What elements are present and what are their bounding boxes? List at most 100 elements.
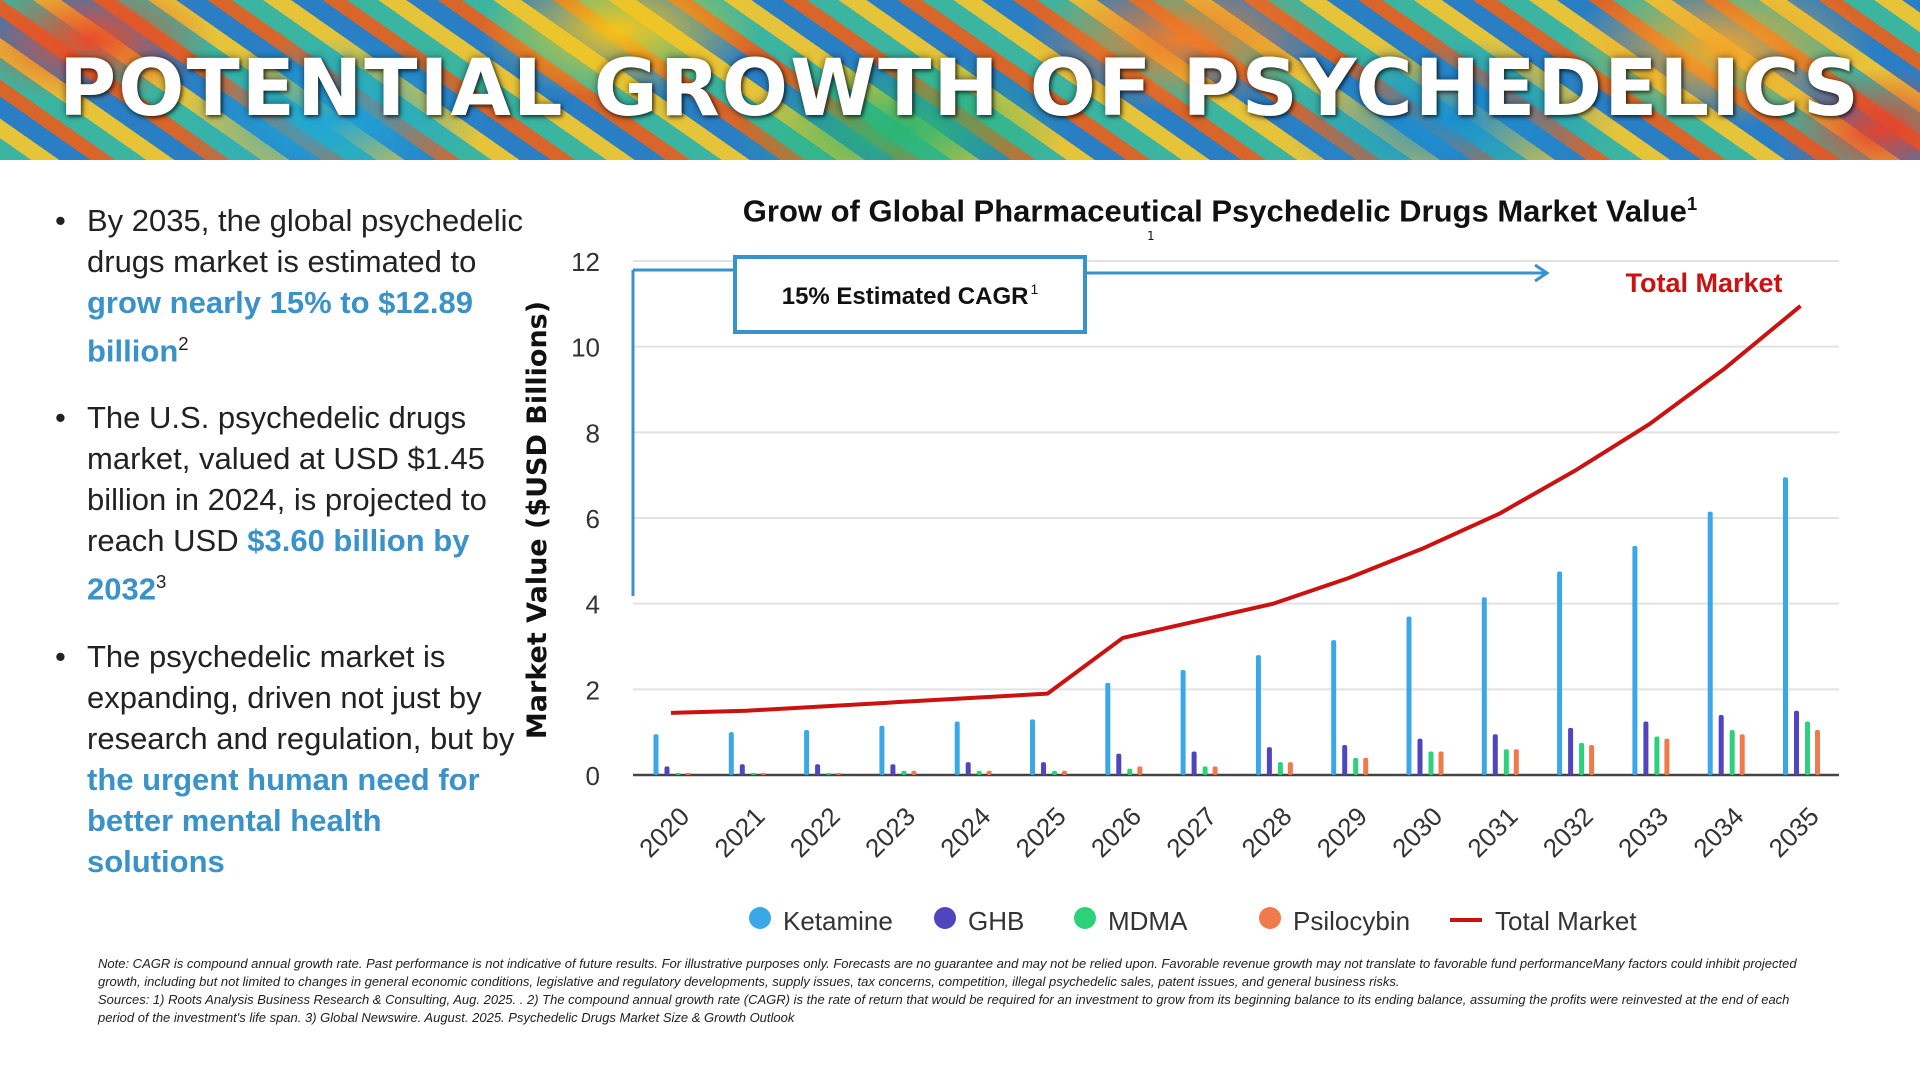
bar-psilocybin [760, 772, 766, 775]
bar-mdma [1654, 736, 1660, 775]
bar-psilocybin [1513, 749, 1519, 775]
bar-mdma [901, 770, 907, 775]
bar-ketamine [1707, 511, 1713, 775]
x-tick-label: 2029 [1311, 801, 1373, 863]
header-banner: POTENTIAL GROWTH OF PSYCHEDELICS [0, 0, 1920, 160]
cagr-label-text: 15% Estimated CAGR [782, 283, 1029, 310]
bar-ghb [1417, 738, 1423, 775]
bar-ghb [739, 764, 745, 775]
y-axis-label: Market Value ($USD Billions) [522, 301, 553, 739]
chart-title-text: Grow of Global Pharmaceutical Psychedeli… [742, 193, 1687, 229]
bar-ghb [1794, 710, 1799, 775]
bar-mdma [826, 772, 832, 775]
bar-ghb [1568, 727, 1574, 775]
bar-mdma [1428, 751, 1434, 775]
bar-psilocybin [911, 770, 917, 775]
bar-ghb [1718, 715, 1724, 775]
bar-mdma [675, 772, 681, 775]
bar-ketamine [1105, 682, 1111, 775]
bar-ketamine [1783, 477, 1788, 775]
footnote-ref: 1 [1686, 193, 1698, 214]
x-tick-label: 2028 [1236, 801, 1298, 863]
x-tick-label: 2023 [859, 801, 921, 863]
x-tick-label: 2025 [1010, 801, 1072, 863]
bar-ketamine [1255, 655, 1261, 775]
line-total-market [670, 304, 1802, 715]
legend-marker-psilocybin [1259, 907, 1281, 929]
legend-label: Total Market [1495, 906, 1637, 936]
y-tick-label: 2 [586, 675, 600, 705]
bar-ketamine [1180, 670, 1186, 775]
bar-ghb [815, 764, 821, 775]
bullet-text: The psychedelic market is expanding, dri… [87, 638, 515, 756]
x-tick-label: 2022 [784, 801, 846, 863]
bar-psilocybin [986, 770, 992, 775]
x-tick-label: 2035 [1763, 801, 1825, 863]
legend-label: GHB [968, 906, 1024, 936]
bar-psilocybin [1739, 734, 1745, 775]
x-tick-label: 2032 [1537, 801, 1599, 863]
footnote-note: Note: CAGR is compound annual growth rat… [98, 956, 1797, 989]
bar-ketamine [804, 730, 810, 775]
bullet-text: By 2035, the global psychedelic drugs ma… [87, 203, 524, 279]
bar-ketamine [1331, 640, 1337, 775]
bar-ketamine [879, 725, 885, 775]
bar-ketamine [1632, 545, 1638, 775]
bar-mdma [1503, 749, 1509, 775]
bar-psilocybin [1212, 766, 1218, 775]
bar-ketamine [1030, 719, 1035, 775]
bar-mdma [1202, 766, 1208, 775]
bar-mdma [1052, 770, 1057, 775]
footnote-ref: 1 [1147, 229, 1155, 243]
footnote-sources: Sources: 1) Roots Analysis Business Rese… [98, 992, 1790, 1025]
x-tick-label: 2021 [708, 801, 770, 863]
y-tick-label: 6 [586, 504, 600, 534]
bar-ghb [1116, 753, 1122, 775]
bullet-item: The U.S. psychedelic drugs market, value… [55, 397, 525, 609]
bullet-item: The psychedelic market is expanding, dri… [55, 636, 525, 882]
bar-mdma [1277, 762, 1283, 775]
bar-ghb [1492, 734, 1498, 775]
bar-mdma [1127, 768, 1133, 775]
bar-psilocybin [1287, 762, 1293, 775]
bullet-list: By 2035, the global psychedelic drugs ma… [55, 200, 525, 908]
bullet-highlight: $3.60 billion by 2032 [87, 523, 470, 607]
bullet-item: By 2035, the global psychedelic drugs ma… [55, 200, 525, 371]
legend-label: Ketamine [783, 906, 893, 936]
bar-mdma [1805, 721, 1810, 775]
chart-title: Grow of Global Pharmaceutical Psychedeli… [600, 186, 1840, 229]
bar-ketamine [1406, 616, 1412, 775]
bar-ketamine [728, 732, 734, 775]
bar-psilocybin [1363, 757, 1369, 775]
bar-psilocybin [1815, 730, 1820, 775]
bar-ghb [1191, 751, 1197, 775]
bar-ketamine [1557, 571, 1563, 775]
bar-mdma [1579, 742, 1585, 775]
y-tick-label: 10 [571, 333, 600, 363]
bar-ghb [1643, 721, 1649, 775]
footnote-ref: 2 [178, 333, 189, 354]
bar-ghb [664, 766, 670, 775]
x-tick-label: 2030 [1386, 801, 1448, 863]
page-title: POTENTIAL GROWTH OF PSYCHEDELICS [59, 44, 1861, 134]
legend-label: MDMA [1108, 906, 1188, 936]
x-tick-label: 2031 [1461, 801, 1523, 863]
cagr-label: 15% Estimated CAGR 1 [782, 281, 1039, 310]
x-tick-label: 2026 [1085, 801, 1147, 863]
y-tick-label: 4 [586, 590, 600, 620]
bar-mdma [750, 772, 756, 775]
bar-ghb [1041, 762, 1046, 775]
legend-label: Psilocybin [1293, 906, 1410, 936]
arrow-head-icon [1534, 263, 1550, 283]
legend-marker-ghb [934, 907, 956, 929]
bullet-highlight: grow nearly 15% to $12.89 billion [87, 285, 473, 369]
bar-mdma [1729, 730, 1735, 775]
bullet-highlight: the urgent human need for better mental … [87, 761, 480, 879]
footnote: Note: CAGR is compound annual growth rat… [98, 955, 1818, 1027]
x-tick-label: 2034 [1687, 801, 1749, 863]
bar-psilocybin [1062, 770, 1067, 775]
y-tick-label: 12 [571, 247, 600, 277]
y-tick-label: 0 [586, 761, 600, 791]
bullet-text: The U.S. psychedelic drugs market, value… [87, 400, 487, 559]
